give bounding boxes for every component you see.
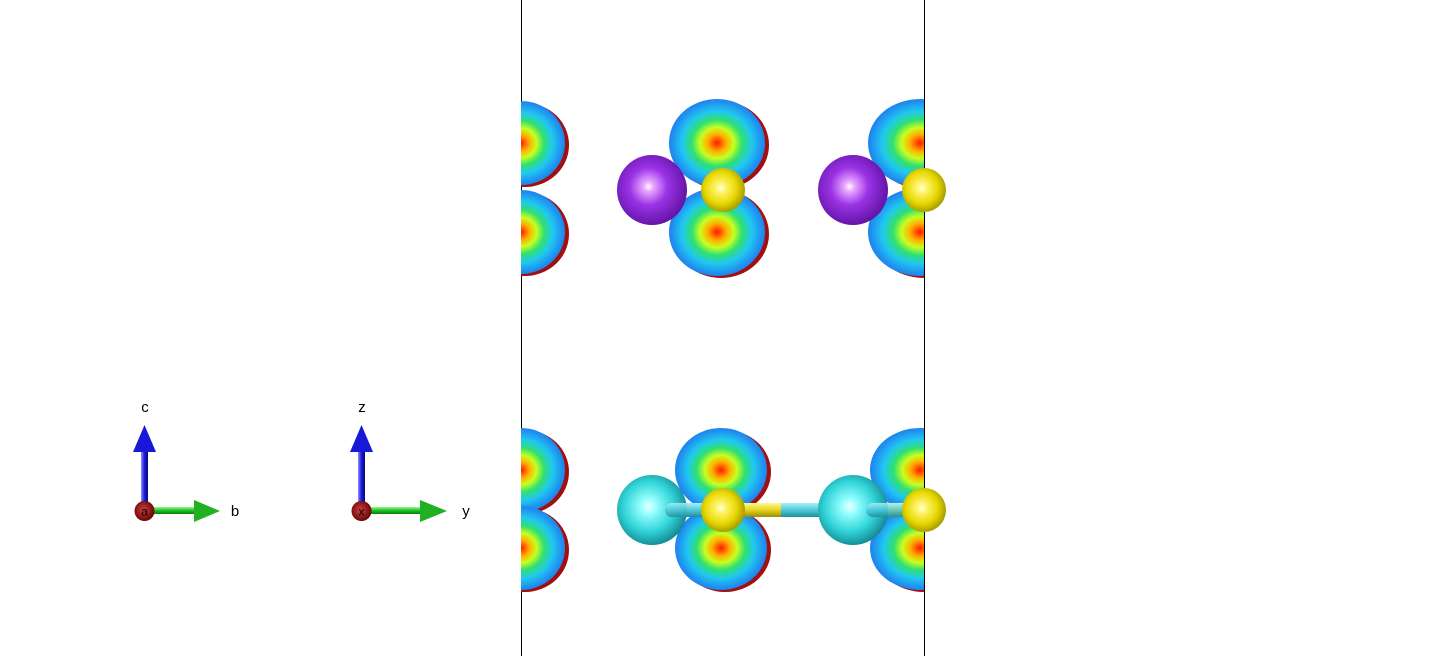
atom-yellow-4[interactable] bbox=[902, 488, 946, 532]
y-axis-arrowhead bbox=[420, 500, 447, 522]
b-axis-label: b bbox=[231, 503, 239, 520]
atom-yellow-3[interactable] bbox=[701, 488, 745, 532]
c-axis-shaft bbox=[141, 450, 148, 510]
atom-yellow-1[interactable] bbox=[701, 168, 745, 212]
z-axis-label: z bbox=[358, 399, 366, 416]
a-axis-label: a bbox=[141, 505, 148, 519]
isosurface-bottom-center bbox=[675, 428, 771, 592]
cartesian-axes-triad: x z y bbox=[350, 399, 470, 522]
isosurface-top-center bbox=[669, 99, 769, 278]
x-axis-label: x bbox=[359, 505, 365, 519]
crystal-axes-triad: a c b bbox=[133, 399, 239, 522]
bond-stub-2 bbox=[866, 503, 906, 517]
bond-stub-1 bbox=[665, 503, 705, 517]
z-axis-shaft bbox=[358, 450, 365, 510]
a-axis-origin-icon bbox=[134, 501, 155, 521]
atom-purple-2[interactable] bbox=[818, 155, 888, 225]
b-axis-arrowhead bbox=[194, 500, 220, 522]
c-axis-label: c bbox=[141, 399, 149, 416]
atom-purple-1[interactable] bbox=[617, 155, 687, 225]
isosurface-top-right bbox=[868, 99, 924, 278]
y-axis-shaft bbox=[362, 507, 422, 514]
c-axis-arrowhead bbox=[133, 425, 156, 452]
atom-cyan-2[interactable] bbox=[818, 475, 888, 545]
b-axis-shaft bbox=[145, 507, 195, 514]
isosurface-bottom-left bbox=[521, 428, 569, 592]
z-axis-arrowhead bbox=[350, 425, 373, 452]
y-axis-label: y bbox=[462, 503, 470, 520]
atom-cyan-1[interactable] bbox=[617, 475, 687, 545]
atom-yellow-2[interactable] bbox=[902, 168, 946, 212]
x-axis-origin-icon bbox=[351, 501, 372, 521]
isosurface-top-left bbox=[521, 101, 569, 276]
